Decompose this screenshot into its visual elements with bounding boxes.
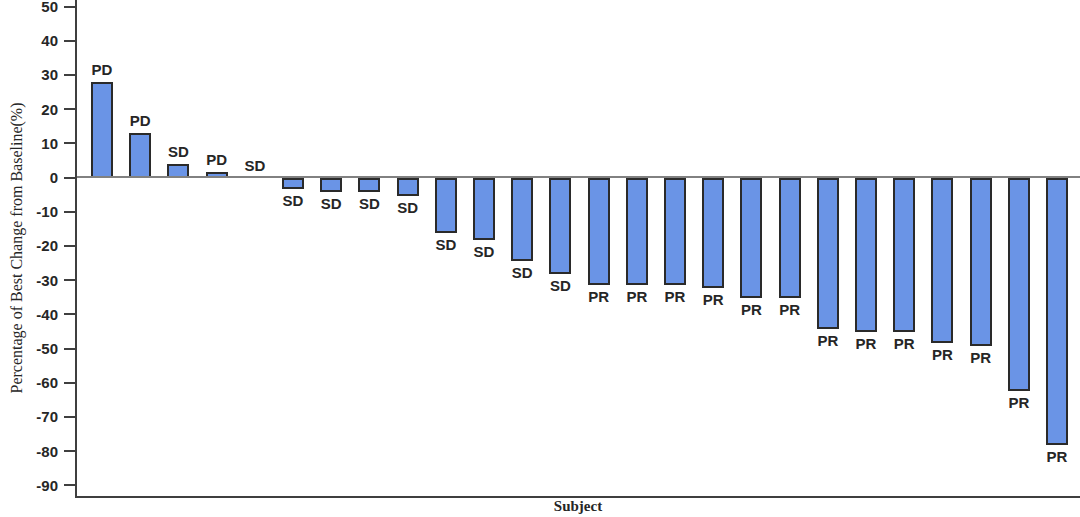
y-tick-mark	[64, 348, 76, 350]
y-tick-label: -50	[0, 340, 58, 357]
x-axis-title: Subject	[76, 498, 1080, 515]
y-tick-mark	[64, 450, 76, 452]
bar	[893, 178, 915, 333]
bar	[473, 178, 495, 241]
bar	[664, 178, 686, 285]
bar	[320, 178, 342, 193]
bar	[358, 178, 380, 193]
y-tick-mark	[64, 416, 76, 418]
y-tick-mark	[64, 40, 76, 42]
y-tick-label: 0	[0, 169, 58, 186]
bar-response-label: SD	[233, 157, 277, 174]
bar	[817, 178, 839, 329]
y-tick-mark	[64, 313, 76, 315]
y-tick-label: -10	[0, 203, 58, 220]
bar	[588, 178, 610, 285]
bar	[549, 178, 571, 275]
bar	[511, 178, 533, 261]
y-tick-mark	[64, 484, 76, 486]
y-tick-label: 50	[0, 0, 58, 15]
waterfall-chart: Percentage of Best Change from Baseline(…	[0, 0, 1080, 517]
y-tick-label: -70	[0, 408, 58, 425]
bar-response-label: PD	[80, 61, 124, 78]
bar	[282, 178, 304, 189]
y-tick-label: 20	[0, 101, 58, 118]
bar	[129, 133, 151, 178]
bar-response-label: PR	[959, 349, 1003, 366]
y-tick-label: -40	[0, 306, 58, 323]
y-tick-mark	[64, 108, 76, 110]
y-tick-mark	[64, 211, 76, 213]
y-tick-label: -90	[0, 477, 58, 494]
bar-response-label: SD	[462, 243, 506, 260]
y-tick-label: -30	[0, 272, 58, 289]
bar-response-label: SD	[386, 199, 430, 216]
bar	[970, 178, 992, 347]
y-tick-label: 10	[0, 135, 58, 152]
y-tick-label: 30	[0, 66, 58, 83]
y-tick-mark	[64, 74, 76, 76]
bar-response-label: PD	[118, 112, 162, 129]
bar-response-label: PR	[768, 301, 812, 318]
bar	[702, 178, 724, 288]
bar	[91, 82, 113, 179]
bar	[1046, 178, 1068, 446]
bar-response-label: PR	[1035, 448, 1079, 465]
y-tick-label: -20	[0, 237, 58, 254]
y-tick-mark	[64, 245, 76, 247]
y-tick-label: 40	[0, 32, 58, 49]
y-tick-mark	[64, 6, 76, 8]
bar	[740, 178, 762, 299]
bar	[931, 178, 953, 343]
x-axis-line	[75, 496, 1080, 498]
y-tick-label: -80	[0, 443, 58, 460]
bar	[855, 178, 877, 333]
y-tick-mark	[64, 279, 76, 281]
y-tick-mark	[64, 142, 76, 144]
y-tick-mark	[64, 382, 76, 384]
bar	[779, 178, 801, 299]
y-tick-label: -60	[0, 374, 58, 391]
bar	[626, 178, 648, 285]
bar	[1008, 178, 1030, 391]
bar	[435, 178, 457, 234]
bar-response-label: PR	[997, 394, 1041, 411]
zero-baseline	[77, 176, 1080, 178]
bar	[397, 178, 419, 196]
y-tick-mark	[64, 177, 76, 179]
